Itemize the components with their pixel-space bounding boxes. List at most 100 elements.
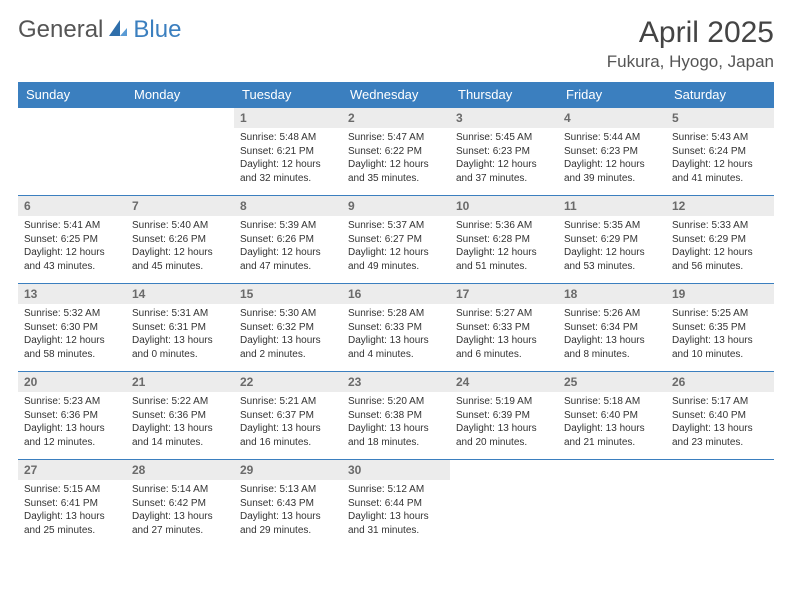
day-cell: 24Sunrise: 5:19 AMSunset: 6:39 PMDayligh… bbox=[450, 372, 558, 460]
day-body: Sunrise: 5:22 AMSunset: 6:36 PMDaylight:… bbox=[126, 392, 234, 455]
day-cell: 2Sunrise: 5:47 AMSunset: 6:22 PMDaylight… bbox=[342, 108, 450, 196]
day-number: 14 bbox=[126, 284, 234, 304]
day-body: Sunrise: 5:41 AMSunset: 6:25 PMDaylight:… bbox=[18, 216, 126, 279]
sail-icon bbox=[107, 18, 129, 43]
day-number: 13 bbox=[18, 284, 126, 304]
day-number: 12 bbox=[666, 196, 774, 216]
day-cell: 8Sunrise: 5:39 AMSunset: 6:26 PMDaylight… bbox=[234, 196, 342, 284]
day-number: 4 bbox=[558, 108, 666, 128]
day-number: 22 bbox=[234, 372, 342, 392]
day-body: Sunrise: 5:12 AMSunset: 6:44 PMDaylight:… bbox=[342, 480, 450, 543]
week-row: 20Sunrise: 5:23 AMSunset: 6:36 PMDayligh… bbox=[18, 372, 774, 460]
day-cell: 5Sunrise: 5:43 AMSunset: 6:24 PMDaylight… bbox=[666, 108, 774, 196]
day-number: 26 bbox=[666, 372, 774, 392]
day-number: 21 bbox=[126, 372, 234, 392]
days-of-week-row: SundayMondayTuesdayWednesdayThursdayFrid… bbox=[18, 82, 774, 108]
day-cell: 11Sunrise: 5:35 AMSunset: 6:29 PMDayligh… bbox=[558, 196, 666, 284]
day-number: 9 bbox=[342, 196, 450, 216]
day-body: Sunrise: 5:44 AMSunset: 6:23 PMDaylight:… bbox=[558, 128, 666, 191]
day-number: 19 bbox=[666, 284, 774, 304]
day-cell: 9Sunrise: 5:37 AMSunset: 6:27 PMDaylight… bbox=[342, 196, 450, 284]
day-cell: 19Sunrise: 5:25 AMSunset: 6:35 PMDayligh… bbox=[666, 284, 774, 372]
day-header: Thursday bbox=[450, 82, 558, 108]
day-number: 28 bbox=[126, 460, 234, 480]
day-number: 10 bbox=[450, 196, 558, 216]
day-header: Friday bbox=[558, 82, 666, 108]
day-body: Sunrise: 5:14 AMSunset: 6:42 PMDaylight:… bbox=[126, 480, 234, 543]
logo-text-blue: Blue bbox=[133, 16, 181, 44]
day-body: Sunrise: 5:27 AMSunset: 6:33 PMDaylight:… bbox=[450, 304, 558, 367]
day-number: 23 bbox=[342, 372, 450, 392]
week-row: 13Sunrise: 5:32 AMSunset: 6:30 PMDayligh… bbox=[18, 284, 774, 372]
day-body: Sunrise: 5:45 AMSunset: 6:23 PMDaylight:… bbox=[450, 128, 558, 191]
day-number: 29 bbox=[234, 460, 342, 480]
day-body: Sunrise: 5:39 AMSunset: 6:26 PMDaylight:… bbox=[234, 216, 342, 279]
title-block: April 2025 Fukura, Hyogo, Japan bbox=[607, 16, 774, 72]
day-header: Tuesday bbox=[234, 82, 342, 108]
day-number: 2 bbox=[342, 108, 450, 128]
day-cell: 23Sunrise: 5:20 AMSunset: 6:38 PMDayligh… bbox=[342, 372, 450, 460]
day-cell: 10Sunrise: 5:36 AMSunset: 6:28 PMDayligh… bbox=[450, 196, 558, 284]
day-header: Sunday bbox=[18, 82, 126, 108]
week-row: 1Sunrise: 5:48 AMSunset: 6:21 PMDaylight… bbox=[18, 108, 774, 196]
day-body: Sunrise: 5:33 AMSunset: 6:29 PMDaylight:… bbox=[666, 216, 774, 279]
day-cell: 21Sunrise: 5:22 AMSunset: 6:36 PMDayligh… bbox=[126, 372, 234, 460]
day-cell: 27Sunrise: 5:15 AMSunset: 6:41 PMDayligh… bbox=[18, 460, 126, 548]
week-row: 6Sunrise: 5:41 AMSunset: 6:25 PMDaylight… bbox=[18, 196, 774, 284]
day-body: Sunrise: 5:40 AMSunset: 6:26 PMDaylight:… bbox=[126, 216, 234, 279]
day-body: Sunrise: 5:30 AMSunset: 6:32 PMDaylight:… bbox=[234, 304, 342, 367]
day-number: 7 bbox=[126, 196, 234, 216]
day-cell: 6Sunrise: 5:41 AMSunset: 6:25 PMDaylight… bbox=[18, 196, 126, 284]
week-row: 27Sunrise: 5:15 AMSunset: 6:41 PMDayligh… bbox=[18, 460, 774, 548]
day-body: Sunrise: 5:23 AMSunset: 6:36 PMDaylight:… bbox=[18, 392, 126, 455]
day-number: 25 bbox=[558, 372, 666, 392]
day-body: Sunrise: 5:35 AMSunset: 6:29 PMDaylight:… bbox=[558, 216, 666, 279]
logo-text-general: General bbox=[18, 16, 103, 44]
day-number: 8 bbox=[234, 196, 342, 216]
empty-cell bbox=[666, 460, 774, 548]
day-number: 16 bbox=[342, 284, 450, 304]
day-number: 30 bbox=[342, 460, 450, 480]
empty-cell bbox=[18, 108, 126, 196]
day-body: Sunrise: 5:21 AMSunset: 6:37 PMDaylight:… bbox=[234, 392, 342, 455]
day-cell: 15Sunrise: 5:30 AMSunset: 6:32 PMDayligh… bbox=[234, 284, 342, 372]
day-number: 17 bbox=[450, 284, 558, 304]
day-body: Sunrise: 5:15 AMSunset: 6:41 PMDaylight:… bbox=[18, 480, 126, 543]
day-body: Sunrise: 5:25 AMSunset: 6:35 PMDaylight:… bbox=[666, 304, 774, 367]
day-body: Sunrise: 5:47 AMSunset: 6:22 PMDaylight:… bbox=[342, 128, 450, 191]
day-cell: 14Sunrise: 5:31 AMSunset: 6:31 PMDayligh… bbox=[126, 284, 234, 372]
day-number: 24 bbox=[450, 372, 558, 392]
day-cell: 3Sunrise: 5:45 AMSunset: 6:23 PMDaylight… bbox=[450, 108, 558, 196]
day-number: 27 bbox=[18, 460, 126, 480]
day-body: Sunrise: 5:31 AMSunset: 6:31 PMDaylight:… bbox=[126, 304, 234, 367]
day-cell: 20Sunrise: 5:23 AMSunset: 6:36 PMDayligh… bbox=[18, 372, 126, 460]
day-number: 11 bbox=[558, 196, 666, 216]
day-number: 6 bbox=[18, 196, 126, 216]
day-number: 20 bbox=[18, 372, 126, 392]
day-header: Wednesday bbox=[342, 82, 450, 108]
day-body: Sunrise: 5:20 AMSunset: 6:38 PMDaylight:… bbox=[342, 392, 450, 455]
day-cell: 4Sunrise: 5:44 AMSunset: 6:23 PMDaylight… bbox=[558, 108, 666, 196]
day-cell: 22Sunrise: 5:21 AMSunset: 6:37 PMDayligh… bbox=[234, 372, 342, 460]
day-cell: 17Sunrise: 5:27 AMSunset: 6:33 PMDayligh… bbox=[450, 284, 558, 372]
day-number: 18 bbox=[558, 284, 666, 304]
day-cell: 26Sunrise: 5:17 AMSunset: 6:40 PMDayligh… bbox=[666, 372, 774, 460]
empty-cell bbox=[450, 460, 558, 548]
month-title: April 2025 bbox=[607, 16, 774, 50]
day-cell: 30Sunrise: 5:12 AMSunset: 6:44 PMDayligh… bbox=[342, 460, 450, 548]
day-body: Sunrise: 5:43 AMSunset: 6:24 PMDaylight:… bbox=[666, 128, 774, 191]
day-body: Sunrise: 5:32 AMSunset: 6:30 PMDaylight:… bbox=[18, 304, 126, 367]
day-body: Sunrise: 5:13 AMSunset: 6:43 PMDaylight:… bbox=[234, 480, 342, 543]
day-body: Sunrise: 5:37 AMSunset: 6:27 PMDaylight:… bbox=[342, 216, 450, 279]
day-cell: 1Sunrise: 5:48 AMSunset: 6:21 PMDaylight… bbox=[234, 108, 342, 196]
logo: General Blue bbox=[18, 16, 181, 44]
day-cell: 13Sunrise: 5:32 AMSunset: 6:30 PMDayligh… bbox=[18, 284, 126, 372]
day-header: Saturday bbox=[666, 82, 774, 108]
day-cell: 28Sunrise: 5:14 AMSunset: 6:42 PMDayligh… bbox=[126, 460, 234, 548]
day-number: 15 bbox=[234, 284, 342, 304]
day-body: Sunrise: 5:19 AMSunset: 6:39 PMDaylight:… bbox=[450, 392, 558, 455]
day-number: 1 bbox=[234, 108, 342, 128]
header: General Blue April 2025 Fukura, Hyogo, J… bbox=[18, 16, 774, 72]
day-cell: 16Sunrise: 5:28 AMSunset: 6:33 PMDayligh… bbox=[342, 284, 450, 372]
day-cell: 18Sunrise: 5:26 AMSunset: 6:34 PMDayligh… bbox=[558, 284, 666, 372]
